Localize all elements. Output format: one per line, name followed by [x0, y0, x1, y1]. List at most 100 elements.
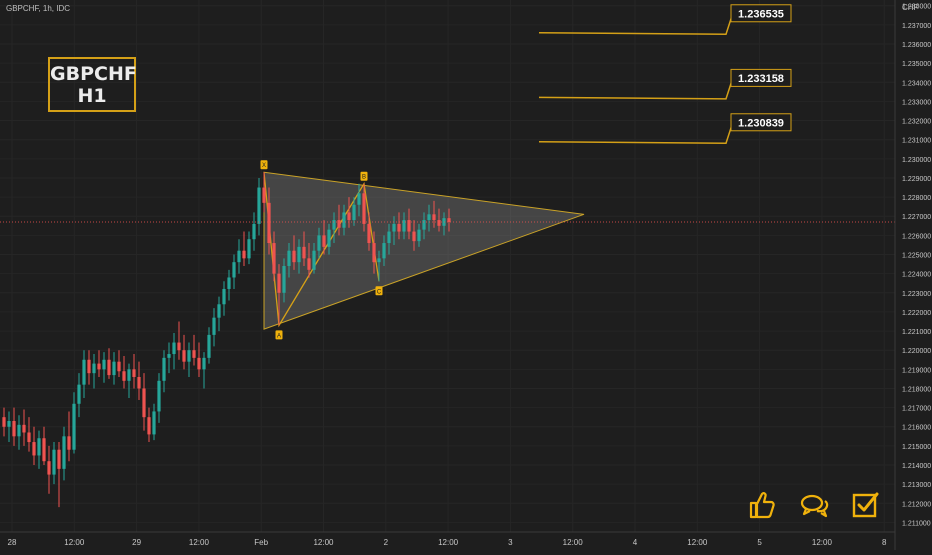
x-tick-label-3: 12:00: [189, 538, 210, 547]
candle-47: [237, 239, 241, 274]
candle-body: [362, 193, 366, 224]
candle-body: [27, 432, 31, 443]
candle-body: [247, 239, 251, 259]
pattern-point-label-3: C: [377, 289, 382, 295]
pattern-point-marker-1: [275, 330, 283, 340]
candle-body: [257, 187, 261, 224]
candle-30: [152, 403, 156, 441]
candle-48: [242, 231, 246, 266]
candle-21: [107, 348, 111, 379]
checkbox-icon[interactable]: [852, 490, 880, 526]
candle-26: [132, 354, 136, 389]
candle-body: [317, 235, 321, 251]
x-tick-label-7: 12:00: [438, 538, 459, 547]
target-label-0: 1.236535: [738, 8, 784, 20]
candle-63: [317, 227, 321, 259]
candle-body: [377, 258, 381, 263]
candle-44: [222, 281, 226, 316]
candle-body: [402, 220, 406, 232]
thumbs-up-icon[interactable]: [748, 490, 776, 526]
candle-23: [117, 350, 121, 377]
candle-body: [42, 438, 46, 462]
candle-40: [202, 352, 206, 389]
candle-body: [97, 363, 101, 370]
candle-body: [242, 250, 246, 259]
candle-body: [262, 187, 266, 203]
candle-60: [302, 231, 306, 266]
candle-33: [167, 342, 171, 374]
candle-64: [322, 220, 326, 255]
y-tick-label-3: 1.235000: [902, 61, 931, 68]
candle-body: [312, 250, 316, 270]
pattern-leg: [278, 183, 365, 326]
y-tick-label-21: 1.217000: [902, 406, 931, 413]
y-tick-label-1: 1.237000: [902, 23, 931, 30]
candle-86: [432, 200, 436, 228]
candle-27: [137, 361, 141, 400]
candle-57: [287, 243, 291, 278]
y-tick-label-11: 1.227000: [902, 214, 931, 221]
x-tick-label-14: 8: [882, 538, 887, 547]
candle-0: [2, 407, 6, 437]
timeframe-label: H1: [77, 85, 107, 107]
candle-71: [357, 183, 361, 217]
price-axis: 1.238000 1.237000 1.236000 1.235000 1.234000…: [894, 0, 932, 550]
candle-body: [52, 449, 56, 475]
y-tick-label-24: 1.214000: [902, 463, 931, 470]
candle-59: [297, 239, 301, 274]
candles: [2, 172, 451, 508]
candle-body: [47, 461, 51, 475]
candle-58: [292, 235, 296, 270]
candle-66: [332, 212, 336, 244]
candle-body: [367, 223, 371, 244]
candle-6: [32, 426, 36, 466]
x-tick-label-6: 2: [384, 538, 389, 547]
candle-75: [377, 250, 381, 282]
candle-83: [417, 223, 421, 247]
x-tick-label-9: 12:00: [563, 538, 584, 547]
candle-body: [17, 424, 21, 437]
y-tick-label-2: 1.236000: [902, 42, 931, 49]
pattern-point-label-2: B: [362, 175, 366, 181]
y-tick-label-6: 1.232000: [902, 119, 931, 126]
candle-65: [327, 223, 331, 255]
candle-body: [232, 262, 236, 278]
y-tick-label-10: 1.228000: [902, 195, 931, 202]
candle-3: [17, 415, 21, 450]
candle-84: [422, 212, 426, 240]
candle-56: [282, 258, 286, 303]
candle-61: [307, 243, 311, 278]
y-tick-label-8: 1.230000: [902, 157, 931, 164]
candle-body: [102, 359, 106, 370]
target-lines: 1.236535 1.233158 1.230839: [538, 4, 792, 145]
candle-body: [137, 376, 141, 389]
candle-19: [97, 350, 101, 377]
candle-74: [372, 231, 376, 274]
speech-bubbles-icon[interactable]: [800, 492, 830, 526]
candle-76: [382, 235, 386, 266]
y-tick-label-20: 1.218000: [902, 386, 931, 393]
candle-body: [127, 369, 131, 381]
candle-34: [172, 332, 176, 370]
candle-67: [337, 204, 341, 236]
target-box-0: [730, 4, 792, 23]
y-tick-label-23: 1.215000: [902, 444, 931, 451]
candle-body: [152, 411, 156, 435]
candle-body: [112, 361, 116, 376]
candle-body: [87, 359, 91, 374]
y-tick-label-19: 1.219000: [902, 367, 931, 374]
candle-body: [432, 214, 436, 221]
candle-body: [372, 243, 376, 263]
candle-body: [337, 220, 341, 228]
candle-body: [197, 357, 201, 370]
candle-body: [287, 250, 291, 266]
candle-body: [407, 220, 411, 232]
x-tick-label-0: 28: [8, 538, 17, 547]
candle-68: [342, 204, 346, 236]
pattern-point-marker-2: [360, 171, 368, 181]
candle-body: [437, 220, 441, 226]
candle-body: [217, 304, 221, 318]
candle-body: [282, 266, 286, 293]
